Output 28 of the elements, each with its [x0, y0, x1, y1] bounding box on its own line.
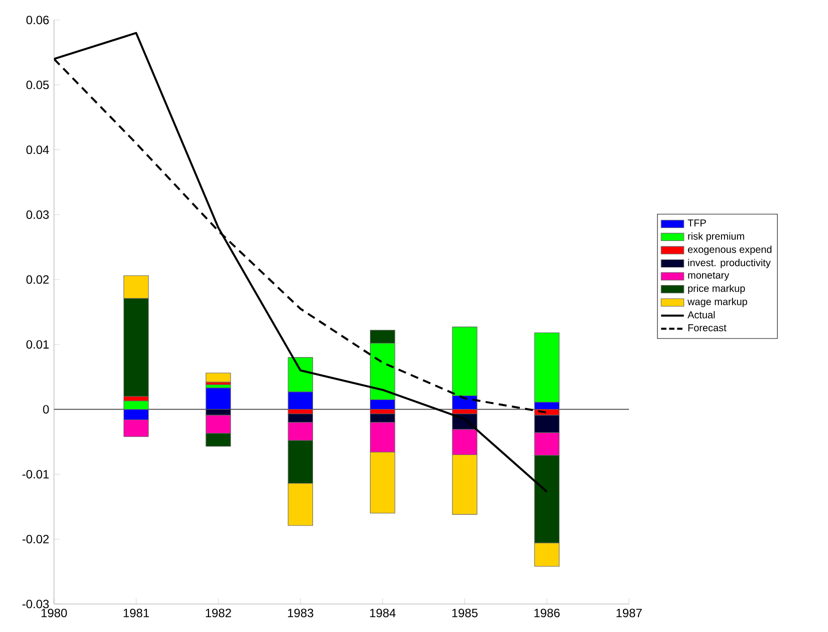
legend-label: wage markup — [688, 298, 748, 308]
y-tick-label: 0.01 — [26, 340, 49, 349]
y-tick-label: 0.06 — [26, 16, 49, 24]
x-tick-label: 1982 — [206, 608, 232, 618]
x-tick-label: 1987 — [616, 608, 642, 618]
legend-label: invest. productivity — [688, 258, 771, 268]
x-tick-label: 1984 — [370, 608, 396, 618]
y-tick-label: 0 — [43, 405, 49, 414]
y-tick-label: 0.04 — [26, 146, 49, 154]
y-tick-label: 0.05 — [26, 80, 49, 90]
x-tick-label: 1986 — [534, 608, 560, 618]
legend-label: monetary — [688, 272, 730, 281]
y-tick-label: -0.03 — [22, 600, 49, 608]
x-tick-label: 1983 — [288, 608, 314, 618]
bar — [206, 372, 231, 382]
legend-label: price markup — [688, 284, 745, 294]
x-tick-label: 1985 — [452, 608, 478, 618]
y-tick-label: -0.02 — [22, 534, 49, 544]
x-tick-label: 1980 — [42, 608, 67, 618]
legend-label: Actual — [688, 311, 715, 318]
legend-label: TFP — [688, 219, 706, 226]
legend-label: Forecast — [688, 324, 726, 332]
legend-label: exogenous expend — [688, 246, 772, 255]
y-tick-label: 0.02 — [26, 275, 49, 284]
legend-label: risk premium — [688, 232, 744, 242]
y-tick-label: -0.01 — [22, 470, 49, 478]
x-tick-label: 1981 — [124, 608, 149, 618]
y-tick-label: 0.03 — [26, 210, 49, 219]
